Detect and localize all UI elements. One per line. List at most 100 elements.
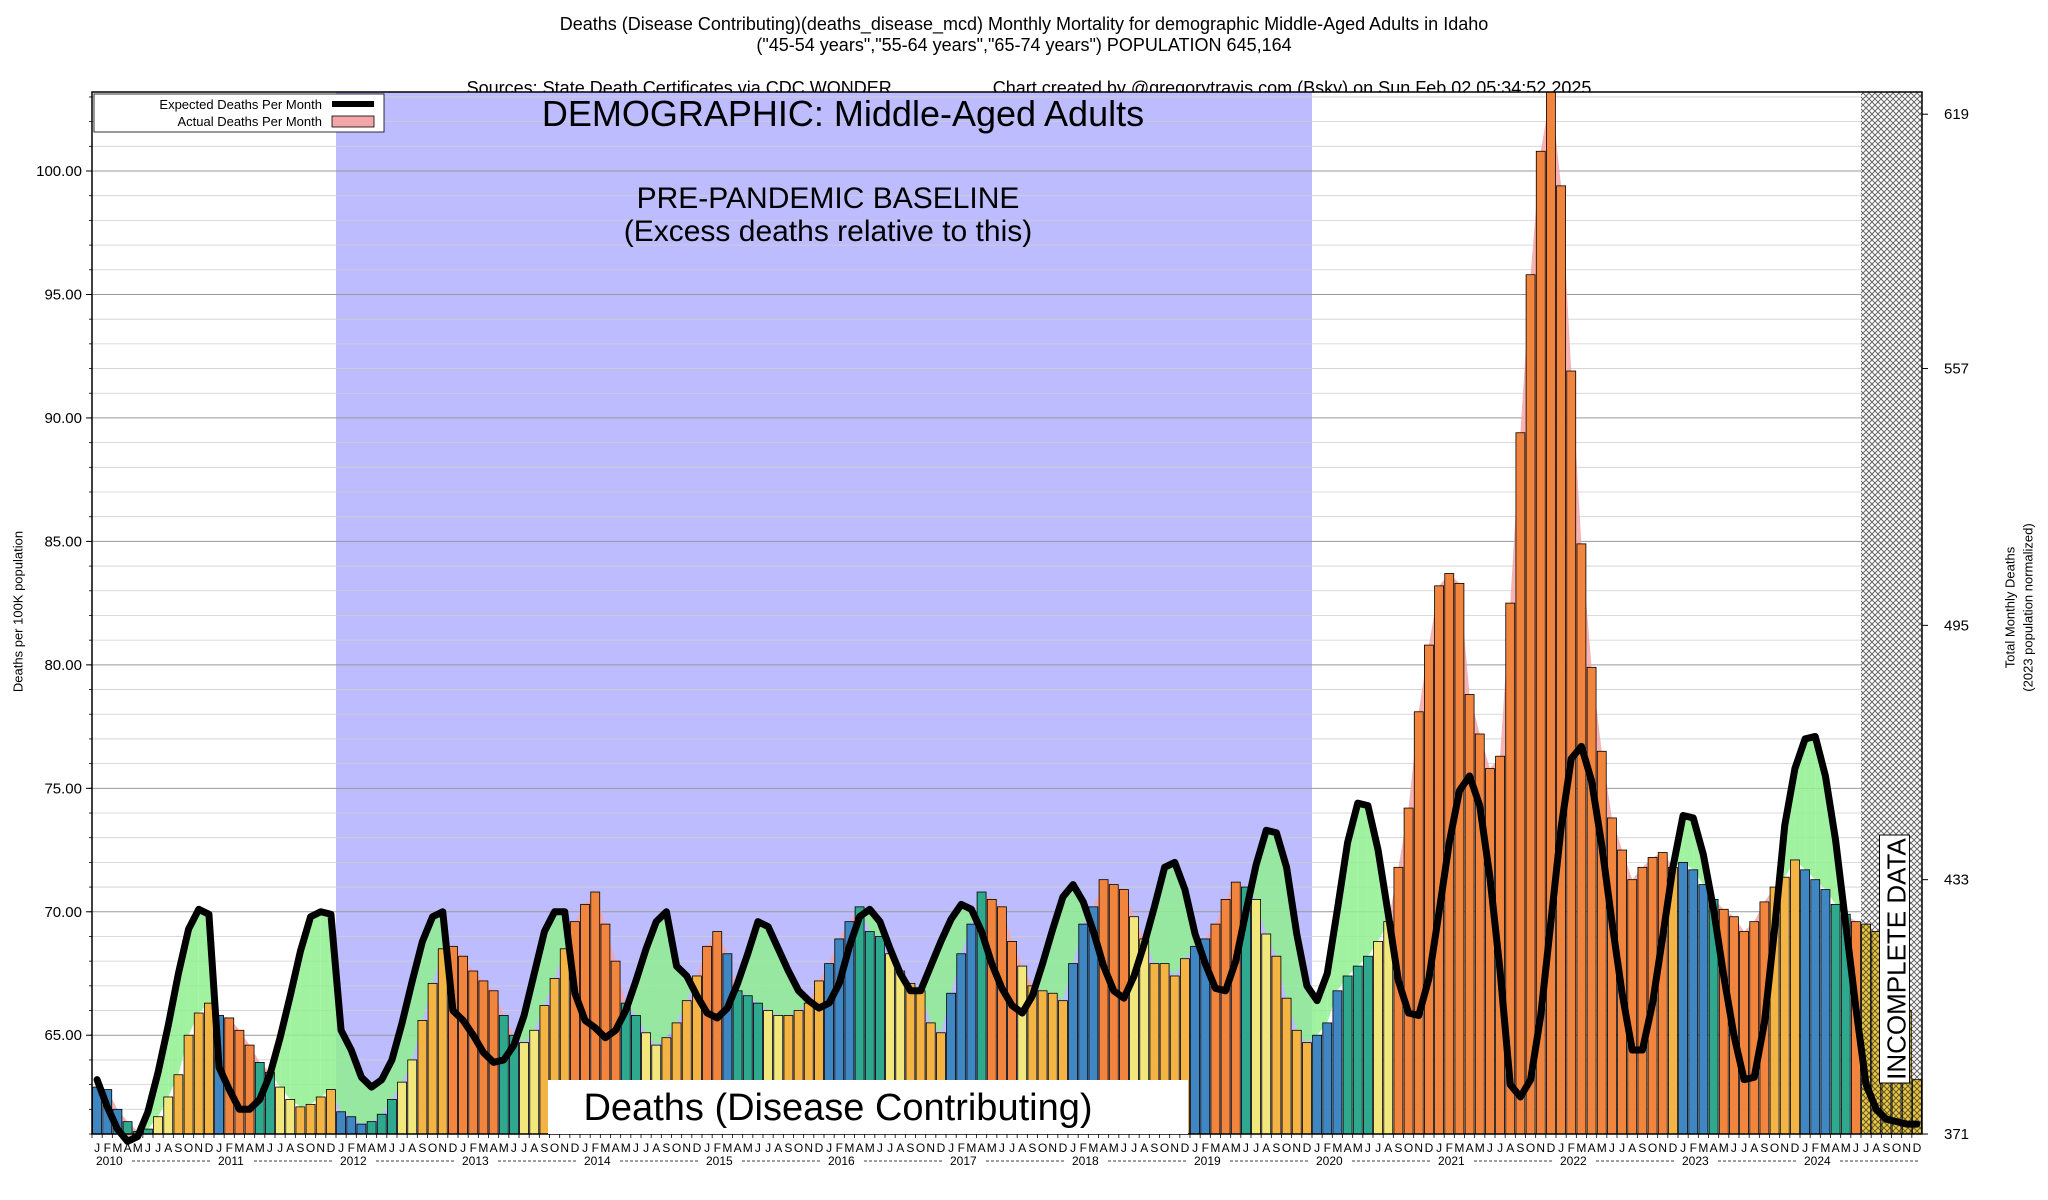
bar-month: [1373, 941, 1383, 1135]
x-month-label: J: [216, 1141, 222, 1155]
incomplete-data-label: INCOMPLETE DATA: [1882, 837, 1912, 1079]
x-year-label: 2010: [96, 1154, 123, 1168]
chart-title-line-2: ("45-54 years","55-64 years","65-74 year…: [756, 35, 1292, 55]
bar-month: [1454, 582, 1465, 1135]
x-month-label: A: [1384, 1141, 1392, 1155]
x-month-label: J: [1731, 1141, 1737, 1155]
x-month-label: J: [948, 1141, 954, 1155]
x-month-label: S: [1638, 1141, 1646, 1155]
x-month-label: A: [246, 1141, 254, 1155]
x-month-label: J: [1619, 1141, 1625, 1155]
x-month-label: J: [1436, 1141, 1442, 1155]
deficit-area: [757, 921, 769, 1011]
x-month-label: D: [1791, 1141, 1800, 1155]
x-month-label: J: [155, 1141, 161, 1155]
bar-month: [1190, 945, 1200, 1135]
bar-month: [1251, 899, 1261, 1135]
x-month-label: A: [1628, 1141, 1636, 1155]
legend-actual-label: Actual Deaths Per Month: [177, 114, 322, 129]
x-month-label: M: [133, 1141, 143, 1155]
x-month-label: J: [704, 1141, 710, 1155]
x-month-label: O: [1892, 1141, 1901, 1155]
x-month-label: F: [1446, 1141, 1453, 1155]
x-month-label: S: [784, 1141, 792, 1155]
y-tick-label: 95.00: [44, 286, 82, 303]
x-month-label: D: [1547, 1141, 1556, 1155]
x-month-label: M: [1719, 1141, 1729, 1155]
x-month-label: A: [1344, 1141, 1352, 1155]
bar-incomplete: [1861, 923, 1871, 1135]
x-month-label: N: [804, 1141, 813, 1155]
x-month-label: A: [1222, 1141, 1230, 1155]
bar-month: [407, 1059, 418, 1135]
x-month-label: A: [368, 1141, 376, 1155]
x-month-label: O: [1038, 1141, 1047, 1155]
baseline-region: [336, 92, 1312, 1134]
x-month-label: A: [286, 1141, 294, 1155]
deficit-area: [635, 948, 647, 1033]
deficit-area: [432, 911, 443, 984]
x-month-label: M: [1454, 1141, 1464, 1155]
x-month-label: A: [1100, 1141, 1108, 1155]
x-month-label: A: [652, 1141, 660, 1155]
bar-month: [163, 1096, 174, 1135]
x-month-label: M: [1353, 1141, 1363, 1155]
x-month-label: F: [470, 1141, 477, 1155]
x-month-label: J: [399, 1141, 405, 1155]
x-month-label: S: [418, 1141, 426, 1155]
x-month-label: F: [226, 1141, 233, 1155]
deficit-area: [300, 916, 311, 1107]
x-month-label: A: [978, 1141, 986, 1155]
x-month-label: D: [449, 1141, 458, 1155]
x-month-label: F: [958, 1141, 965, 1155]
x-month-label: J: [94, 1141, 100, 1155]
bar-month: [1739, 931, 1749, 1135]
x-year-label: 2013: [462, 1154, 489, 1168]
bar-month: [1434, 585, 1444, 1135]
bar-month: [468, 970, 479, 1135]
x-month-label: J: [1253, 1141, 1259, 1155]
x-month-label: A: [124, 1141, 132, 1155]
bar-month: [1302, 1042, 1312, 1135]
bar-month: [1830, 903, 1841, 1135]
bar-month: [336, 1111, 346, 1135]
x-year-label: 2021: [1438, 1154, 1465, 1168]
bar-month: [1424, 644, 1434, 1135]
x-month-label: F: [1812, 1141, 1819, 1155]
x-month-label: J: [1009, 1141, 1015, 1155]
x-month-label: O: [306, 1141, 315, 1155]
bar-month: [529, 1029, 540, 1135]
x-month-label: A: [1872, 1141, 1880, 1155]
x-year-label: 2016: [828, 1154, 855, 1168]
x-month-label: J: [826, 1141, 832, 1155]
bar-month: [173, 1074, 184, 1135]
x-month-label: M: [499, 1141, 509, 1155]
x-month-label: J: [389, 1141, 395, 1155]
x-month-label: D: [1059, 1141, 1068, 1155]
x-month-label: O: [1770, 1141, 1779, 1155]
bar-month: [1576, 543, 1587, 1135]
x-month-label: M: [966, 1141, 976, 1155]
x-month-label: N: [194, 1141, 203, 1155]
deficit-area: [1154, 867, 1165, 964]
x-month-label: J: [1365, 1141, 1371, 1155]
bar-month: [417, 1020, 428, 1135]
x-month-label: F: [348, 1141, 355, 1155]
x-month-label: S: [296, 1141, 304, 1155]
x-month-label: O: [1160, 1141, 1169, 1155]
x-month-label: F: [1324, 1141, 1331, 1155]
bar-month: [1607, 817, 1617, 1135]
x-month-label: N: [316, 1141, 325, 1155]
x-month-label: D: [1303, 1141, 1312, 1155]
x-month-label: F: [104, 1141, 111, 1155]
y2-tick-label: 495: [1944, 617, 1969, 634]
x-month-label: F: [714, 1141, 721, 1155]
x-month-label: M: [865, 1141, 875, 1155]
legend-expected-label: Expected Deaths Per Month: [159, 97, 322, 112]
x-month-label: M: [255, 1141, 265, 1155]
x-month-label: A: [1506, 1141, 1514, 1155]
x-month-label: N: [1292, 1141, 1301, 1155]
bar-month: [1800, 869, 1810, 1135]
x-month-label: N: [926, 1141, 935, 1155]
bar-month: [1698, 884, 1709, 1135]
